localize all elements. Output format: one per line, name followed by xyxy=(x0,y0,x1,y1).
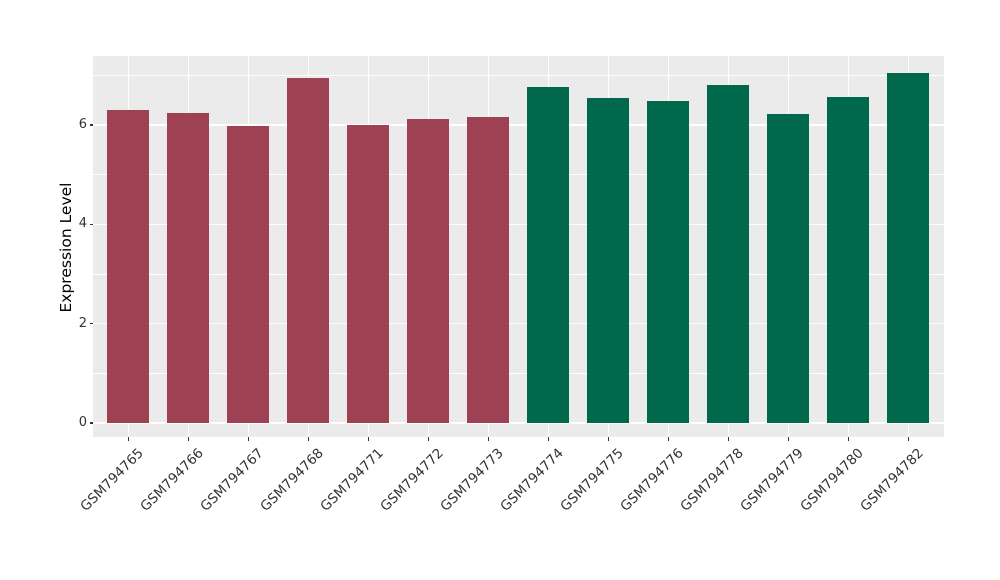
x-axis-tick xyxy=(547,437,550,441)
x-tick-label: GSM794773 xyxy=(437,445,507,515)
x-tick-label: GSM794772 xyxy=(377,445,447,515)
x-axis-tick xyxy=(847,437,850,441)
x-axis-tick xyxy=(127,437,130,441)
bar-GSM794767 xyxy=(227,126,270,423)
x-axis-tick xyxy=(307,437,310,441)
x-axis-tick xyxy=(787,437,790,441)
x-tick-label: GSM794771 xyxy=(317,445,387,515)
x-tick-label: GSM794782 xyxy=(857,445,927,515)
bar-GSM794775 xyxy=(587,97,630,423)
x-tick-label: GSM794778 xyxy=(677,445,747,515)
bar-GSM794765 xyxy=(107,110,150,423)
x-axis-tick xyxy=(247,437,250,441)
y-axis-tick xyxy=(89,422,93,424)
bar-GSM794776 xyxy=(647,101,690,423)
x-axis-tick xyxy=(187,437,190,441)
bar-GSM794780 xyxy=(827,97,870,423)
y-axis-tick xyxy=(89,124,93,126)
gridline-minor-horizontal xyxy=(93,273,944,275)
x-tick-label: GSM794765 xyxy=(77,445,147,515)
y-axis-tick xyxy=(89,322,93,325)
gridline-minor-horizontal xyxy=(93,372,944,374)
y-axis-tick xyxy=(89,223,93,226)
x-tick-label: GSM794776 xyxy=(617,445,687,515)
bar-GSM794779 xyxy=(767,113,810,423)
y-tick-label: 0 xyxy=(78,415,87,430)
x-tick-label: GSM794766 xyxy=(137,445,207,515)
x-tick-label: GSM794767 xyxy=(197,445,267,515)
bar-GSM794782 xyxy=(887,73,930,423)
gridline-major-horizontal xyxy=(93,223,944,226)
y-tick-label: 2 xyxy=(78,315,87,331)
x-tick-label: GSM794774 xyxy=(497,445,567,515)
bar-GSM794773 xyxy=(467,116,510,423)
plot-panel xyxy=(93,56,944,437)
bar-GSM794774 xyxy=(527,86,570,423)
y-tick-label: 6 xyxy=(78,116,87,132)
x-axis-tick xyxy=(367,437,370,441)
gridline-major-horizontal xyxy=(93,322,944,325)
gridline-minor-horizontal xyxy=(93,174,944,176)
x-axis-tick xyxy=(667,437,670,441)
bar-GSM794772 xyxy=(407,119,450,423)
bar-GSM794766 xyxy=(167,113,210,423)
bar-GSM794771 xyxy=(347,125,390,423)
y-tick-label: 4 xyxy=(78,216,87,232)
y-axis-title: Expression Level xyxy=(57,182,75,313)
gridline-major-horizontal xyxy=(93,124,944,126)
x-axis-tick xyxy=(727,437,730,441)
x-tick-label: GSM794775 xyxy=(557,445,627,515)
x-axis-tick xyxy=(907,437,910,441)
x-tick-label: GSM794779 xyxy=(737,445,807,515)
gridline-major-horizontal xyxy=(93,422,944,424)
x-tick-label: GSM794780 xyxy=(797,445,867,515)
x-axis-tick xyxy=(487,437,490,441)
bar-GSM794778 xyxy=(707,85,750,423)
gridline-minor-horizontal xyxy=(93,74,944,76)
x-tick-label: GSM794768 xyxy=(257,445,327,515)
bar-GSM794768 xyxy=(287,77,330,423)
x-axis-tick xyxy=(427,437,430,441)
x-axis-tick xyxy=(607,437,610,441)
